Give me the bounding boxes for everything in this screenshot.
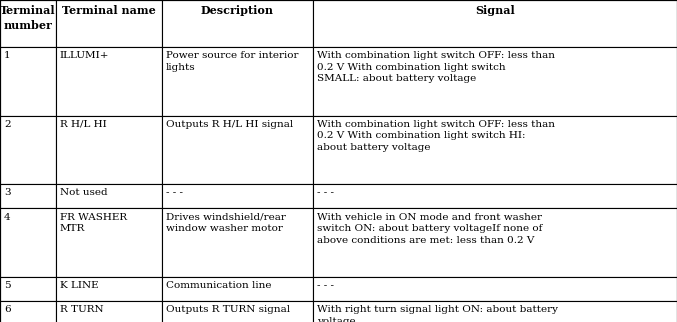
Text: Not used: Not used: [60, 188, 107, 197]
Text: R H/L HI: R H/L HI: [60, 119, 106, 128]
Text: Description: Description: [201, 5, 274, 16]
Bar: [56, 277, 162, 301]
Text: 4: 4: [4, 213, 11, 222]
Bar: [162, 277, 313, 301]
Bar: [313, 47, 677, 116]
Bar: [162, 0, 313, 47]
Bar: [0, 47, 56, 116]
Text: With vehicle in ON mode and front washer
switch ON: about battery voltageIf none: With vehicle in ON mode and front washer…: [318, 213, 543, 245]
Text: 6: 6: [4, 306, 11, 315]
Text: K LINE: K LINE: [60, 281, 98, 290]
Text: 2: 2: [4, 119, 11, 128]
Text: Terminal
number: Terminal number: [0, 5, 56, 31]
Bar: [0, 116, 56, 184]
Text: - - -: - - -: [166, 188, 183, 197]
Text: 3: 3: [4, 188, 11, 197]
Bar: [162, 116, 313, 184]
Bar: [0, 277, 56, 301]
Text: 5: 5: [4, 281, 11, 290]
Bar: [56, 301, 162, 322]
Bar: [162, 208, 313, 277]
Text: ILLUMI+: ILLUMI+: [60, 51, 109, 60]
Text: Outputs R TURN signal: Outputs R TURN signal: [166, 306, 290, 315]
Text: 1: 1: [4, 51, 11, 60]
Bar: [313, 208, 677, 277]
Bar: [313, 0, 677, 47]
Text: With combination light switch OFF: less than
0.2 V With combination light switch: With combination light switch OFF: less …: [318, 119, 555, 152]
Text: Communication line: Communication line: [166, 281, 271, 290]
Bar: [56, 0, 162, 47]
Bar: [162, 184, 313, 208]
Bar: [313, 116, 677, 184]
Text: Signal: Signal: [475, 5, 515, 16]
Bar: [0, 0, 56, 47]
Text: R TURN: R TURN: [60, 306, 103, 315]
Bar: [56, 47, 162, 116]
Bar: [162, 47, 313, 116]
Bar: [313, 184, 677, 208]
Text: Power source for interior
lights: Power source for interior lights: [166, 51, 298, 72]
Text: Drives windshield/rear
window washer motor: Drives windshield/rear window washer mot…: [166, 213, 286, 233]
Text: - - -: - - -: [318, 281, 334, 290]
Text: - - -: - - -: [318, 188, 334, 197]
Bar: [313, 277, 677, 301]
Text: With combination light switch OFF: less than
0.2 V With combination light switch: With combination light switch OFF: less …: [318, 51, 555, 83]
Bar: [0, 301, 56, 322]
Bar: [0, 184, 56, 208]
Bar: [56, 208, 162, 277]
Text: Outputs R H/L HI signal: Outputs R H/L HI signal: [166, 119, 293, 128]
Bar: [56, 116, 162, 184]
Bar: [313, 301, 677, 322]
Bar: [56, 184, 162, 208]
Bar: [162, 301, 313, 322]
Bar: [0, 208, 56, 277]
Text: Terminal name: Terminal name: [62, 5, 156, 16]
Text: With right turn signal light ON: about battery
voltage: With right turn signal light ON: about b…: [318, 306, 559, 322]
Text: FR WASHER
MTR: FR WASHER MTR: [60, 213, 127, 233]
